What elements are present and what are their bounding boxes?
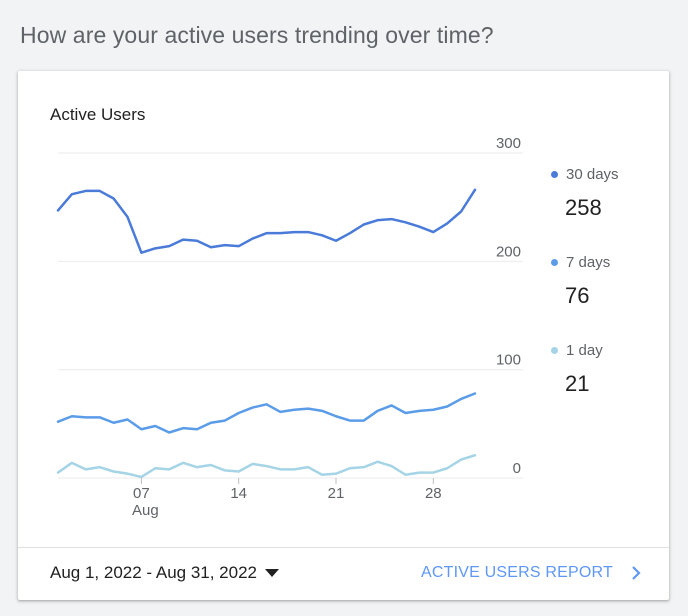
report-link-label: ACTIVE USERS REPORT [421, 564, 613, 581]
active-users-card: Active Users 0 100 200 300 07 Aug 14 21 28 30 da… [18, 71, 669, 600]
chevron-right-icon [632, 566, 641, 580]
legend-dot-icon [551, 259, 558, 266]
x-tick-label: 07 [133, 485, 150, 502]
legend-item-1-day: 1 day 21 [551, 342, 661, 397]
card-divider [18, 547, 669, 548]
x-tick-sublabel: Aug [132, 502, 159, 519]
legend-item-30-days: 30 days 258 [551, 166, 661, 221]
legend-label: 7 days [566, 254, 611, 271]
x-tick-label: 21 [328, 485, 345, 502]
date-range-label: Aug 1, 2022 - Aug 31, 2022 [50, 563, 258, 582]
y-tick-label: 300 [496, 135, 521, 152]
legend-value: 258 [565, 195, 602, 220]
active-users-report-link[interactable]: ACTIVE USERS REPORT [421, 564, 641, 582]
date-range-selector[interactable]: Aug 1, 2022 - Aug 31, 2022 [50, 563, 280, 583]
y-tick-label: 0 [513, 460, 521, 477]
legend-label: 1 day [566, 342, 603, 359]
y-tick-label: 100 [496, 352, 521, 369]
card-title: Active Users [50, 105, 146, 124]
x-tick-label: 28 [425, 485, 442, 502]
legend-value: 76 [565, 283, 590, 308]
legend-dot-icon [551, 171, 558, 178]
legend-item-7-days: 7 days 76 [551, 254, 661, 309]
legend-label: 30 days [566, 166, 619, 183]
legend-dot-icon [551, 347, 558, 354]
series-line-7-days [56, 392, 477, 434]
series-line-1-day [56, 454, 477, 479]
section-question: How are your active users trending over … [20, 22, 494, 48]
legend-value: 21 [565, 371, 590, 396]
caret-down-icon [265, 569, 280, 577]
x-tick-label: 14 [230, 485, 247, 502]
series-line-30-days [56, 188, 477, 254]
y-tick-label: 200 [496, 243, 521, 260]
